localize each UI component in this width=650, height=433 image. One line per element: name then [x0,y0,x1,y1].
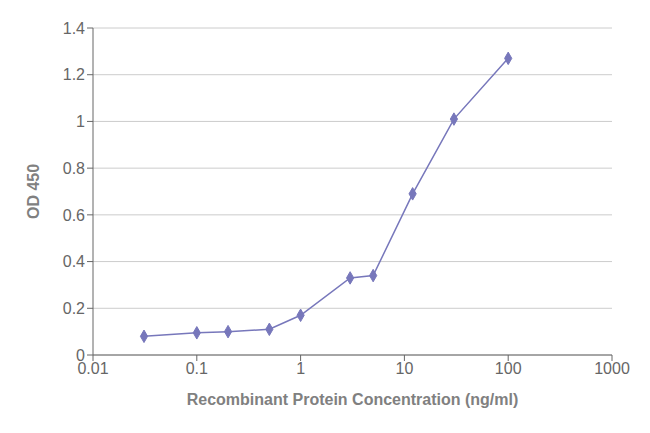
svg-text:0: 0 [76,347,85,364]
svg-text:0.4: 0.4 [63,253,85,270]
svg-text:0.2: 0.2 [63,300,85,317]
svg-text:0.01: 0.01 [77,360,109,378]
svg-text:0.8: 0.8 [63,160,85,177]
svg-text:1: 1 [76,113,85,130]
svg-text:0.6: 0.6 [63,207,85,224]
svg-text:Recombinant Protein Concentrat: Recombinant Protein Concentration (ng/ml… [187,391,519,408]
svg-text:100: 100 [495,360,522,377]
svg-text:OD 450: OD 450 [25,164,42,219]
svg-text:1: 1 [296,360,305,377]
svg-text:0.1: 0.1 [186,360,208,377]
svg-text:1.4: 1.4 [63,20,85,37]
svg-text:10: 10 [396,360,414,377]
svg-text:1.2: 1.2 [63,66,85,83]
svg-text:1000: 1000 [594,360,630,377]
